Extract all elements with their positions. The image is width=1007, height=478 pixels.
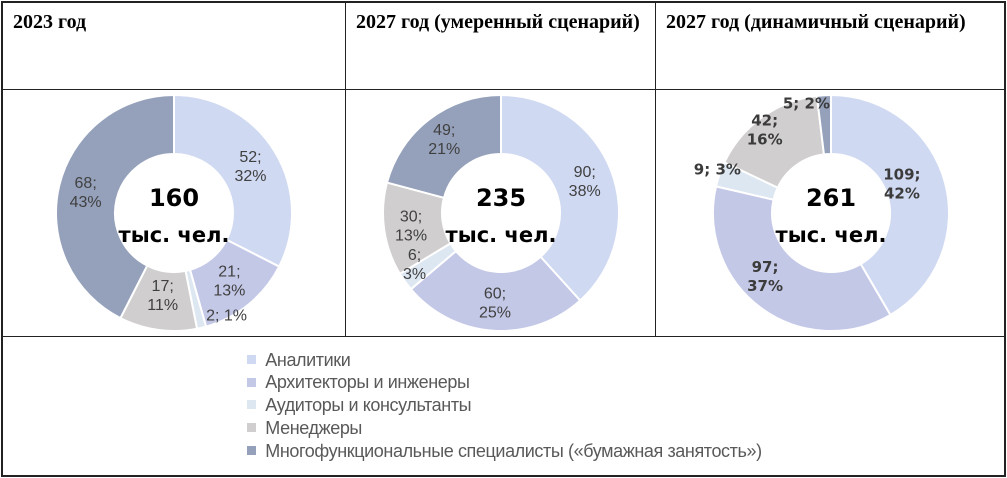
header-cell-moderate: 2027 год (умеренный сценарий) [346, 3, 656, 90]
legend-swatch-auditors [247, 400, 257, 410]
legend-swatch-architects [247, 377, 257, 387]
pie-slice [499, 93, 620, 302]
slice-label: 52; 32% [234, 149, 266, 185]
pie-slice [830, 93, 950, 317]
donut-cell-2023: 52; 32% 21; 13% 2; 1% 17; 11% 68; 43% 160 тыс. чел… [3, 90, 346, 337]
slice-label: 30; 13% [395, 209, 427, 245]
slice-label: 6; 3% [402, 247, 425, 283]
legend-label-auditors: Аудиторы и консультанты [265, 395, 472, 416]
donut-center-value: 261 [806, 184, 856, 212]
slice-label: 109; 42% [883, 165, 920, 202]
legend-list: Аналитики Архитекторы и инженеры Аудитор… [247, 349, 762, 462]
slice-label: 97; 37% [747, 258, 783, 295]
legend-item-architects: Архитекторы и инженеры [247, 372, 761, 393]
legend-item-auditors: Аудиторы и консультанты [247, 395, 761, 416]
legend-label-architects: Архитекторы и инженеры [265, 372, 470, 393]
donut-cell-moderate: 90; 38% 60; 25% 6; 3% 30; 13% 49; 21% 235 тыс. чел. [346, 90, 656, 337]
legend-swatch-managers [247, 423, 257, 433]
donut-center-unit: тыс. чел. [776, 223, 887, 247]
donut-cell-dynamic: 109; 42% 97; 37% 9; 3% 42; 16% 5; 2% 261 тыс. чел… [656, 90, 1006, 337]
donut-center-value: 235 [475, 184, 525, 212]
legend-item-managers: Менеджеры [247, 417, 761, 439]
slice-label: 90; 38% [568, 164, 600, 200]
donut-center-unit: тыс. чел. [119, 223, 230, 247]
pie-slice [815, 93, 832, 156]
legend-label-managers: Менеджеры [265, 417, 362, 438]
legend-label-analysts: Аналитики [265, 349, 351, 370]
slice-label: 42; 16% [747, 112, 783, 149]
donut-chart-2023: 52; 32% 21; 13% 2; 1% 17; 11% 68; 43% 160 тыс. чел… [55, 93, 293, 332]
donut-center-value: 160 [149, 184, 199, 212]
slice-label: 21; 13% [213, 263, 245, 299]
legend-label-multifunctional: Многофункциональные специалисты («бумажн… [265, 440, 762, 461]
header-cell-2023: 2023 год [3, 3, 346, 90]
slice-label: 17; 11% [147, 278, 178, 314]
panel-title-dynamic: 2027 год (динамичный сценарий) [666, 11, 966, 33]
slice-label: 2; 1% [206, 308, 247, 325]
slice-label: 5; 2% [783, 94, 830, 112]
donut-center-unit: тыс. чел. [445, 223, 556, 247]
donut-chart-moderate: 90; 38% 60; 25% 6; 3%30; 13% 49; 21% 235 тыс. чел. [381, 93, 620, 332]
donut-chart-dynamic: 109; 42% 97; 37% 9; 3% 42; 16%5; 2% 261 тыс. чел… [694, 93, 950, 332]
pie-slice [408, 249, 582, 332]
legend-item-multifunctional: Многофункциональные специалисты («бумажн… [247, 440, 762, 462]
legend-item-analysts: Аналитики [247, 349, 761, 371]
pie-slice [385, 93, 502, 200]
legend: Аналитики Архитекторы и инженеры Аудитор… [3, 337, 1006, 475]
legend-swatch-multifunctional [247, 446, 257, 456]
panel-title-2023: 2023 год [13, 11, 87, 33]
legend-swatch-analysts [247, 354, 257, 364]
pie-slice [55, 93, 175, 320]
slice-label: 9; 3% [694, 160, 741, 178]
slice-label: 49; 21% [428, 122, 460, 158]
panel-title-moderate: 2027 год (умеренный сценарий) [356, 11, 640, 33]
pie-slice [173, 93, 293, 268]
header-cell-dynamic: 2027 год (динамичный сценарий) [656, 3, 1006, 90]
slice-label: 68; 43% [70, 175, 102, 211]
pie-slice [712, 185, 892, 332]
slice-label: 60; 25% [478, 285, 510, 321]
